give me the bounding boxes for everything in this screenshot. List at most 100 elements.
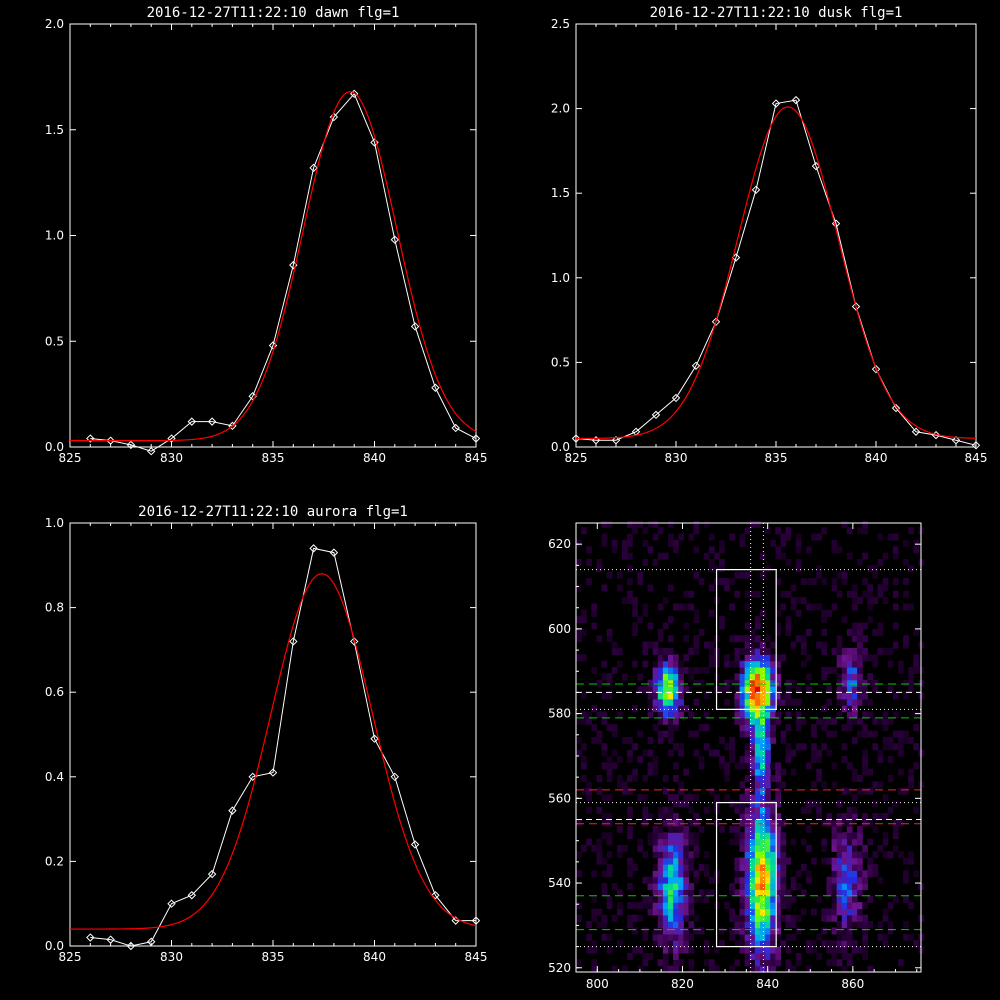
- heatmap-cell: [576, 635, 582, 643]
- heatmap-cell: [754, 705, 761, 713]
- heatmap-cell: [611, 965, 618, 973]
- heatmap-cell: [611, 914, 618, 922]
- x-tick-label-845: 845: [465, 950, 488, 964]
- heatmap-cell: [739, 705, 746, 713]
- heatmap-cell: [673, 711, 679, 719]
- heatmap-cell: [673, 800, 679, 808]
- heatmap-cell: [662, 895, 669, 903]
- heatmap-cell: [744, 959, 751, 967]
- heatmap-cell: [826, 749, 833, 757]
- heatmap-cell: [601, 819, 608, 827]
- heatmap-cell: [892, 825, 899, 833]
- heatmap-cell: [780, 768, 787, 776]
- heatmap-cell: [744, 590, 751, 598]
- heatmap-cell: [857, 660, 863, 668]
- heatmap-cell: [898, 667, 904, 674]
- heatmap-cell: [739, 863, 746, 871]
- heatmap-cell: [852, 876, 858, 884]
- heatmap-cell: [765, 832, 771, 840]
- heatmap-cell: [754, 590, 761, 598]
- heatmap-cell: [806, 673, 812, 681]
- heatmap-cell: [734, 762, 741, 770]
- heatmap-cell: [770, 883, 776, 891]
- heatmap-cell: [601, 813, 608, 821]
- heatmap-cell: [831, 946, 838, 954]
- heatmap-cell: [760, 965, 766, 973]
- heatmap-cell: [642, 952, 649, 960]
- heatmap-cell: [627, 902, 633, 910]
- heatmap-cell: [903, 876, 909, 884]
- heatmap-cell: [616, 755, 623, 763]
- heatmap-cell: [586, 717, 592, 725]
- heatmap-cell: [668, 857, 674, 865]
- heatmap-cell: [770, 673, 776, 681]
- heatmap-cell: [662, 552, 669, 560]
- heatmap-cell: [739, 660, 746, 668]
- heatmap-cell: [908, 679, 914, 687]
- heatmap-cell: [775, 863, 782, 871]
- heatmap-cell: [877, 749, 884, 757]
- heatmap-cell: [632, 597, 638, 605]
- dusk-data-series: [575, 99, 977, 446]
- heatmap-cell: [576, 539, 582, 547]
- heatmap-cell: [647, 622, 654, 630]
- heatmap-cell: [657, 851, 664, 859]
- heatmap-cell: [657, 806, 664, 814]
- dawn-data-point: [207, 417, 217, 426]
- heatmap-cell: [591, 667, 598, 674]
- heatmap-cell: [806, 870, 812, 878]
- y-tick-label-0.4: 0.4: [45, 770, 64, 784]
- heatmap-cell: [662, 946, 669, 954]
- heatmap-cell: [734, 654, 741, 662]
- heatmap-cell: [775, 578, 782, 586]
- heatmap-cell: [657, 825, 664, 833]
- dawn-data-series: [90, 92, 477, 452]
- heatmap-cell: [678, 863, 684, 871]
- heatmap-cell: [841, 902, 848, 910]
- heatmap-cell: [739, 908, 746, 916]
- heatmap-cell: [703, 667, 710, 674]
- heatmap-cell: [852, 946, 858, 954]
- heatmap-cell: [760, 717, 766, 725]
- heatmap-cell: [729, 736, 736, 744]
- heatmap-cell: [857, 622, 863, 630]
- heatmap-cell: [770, 927, 776, 935]
- heatmap-cell: [673, 927, 679, 935]
- heatmap-cell: [852, 895, 858, 903]
- heatmap-cell: [872, 730, 879, 738]
- heatmap-cell: [785, 743, 792, 751]
- heatmap-cell: [627, 775, 633, 782]
- heatmap-cell: [770, 902, 776, 910]
- x-tick-label-840: 840: [363, 950, 386, 964]
- heatmap-cell: [754, 692, 761, 700]
- y-tick-label-1.0: 1.0: [45, 516, 64, 530]
- heatmap-cell: [657, 876, 664, 884]
- heatmap-cell: [898, 660, 904, 668]
- heatmap-cell: [882, 940, 889, 948]
- heatmap-cell: [678, 705, 684, 713]
- heatmap-cell: [754, 914, 761, 922]
- heatmap-cell: [673, 724, 679, 732]
- heatmap-cell: [831, 832, 838, 840]
- heatmap-cell: [831, 667, 838, 674]
- heatmap-cell: [739, 889, 746, 897]
- heatmap-cell: [760, 946, 766, 954]
- heatmap-cell: [852, 628, 858, 636]
- heatmap-cell: [754, 781, 761, 789]
- heatmap-cell: [770, 813, 776, 821]
- heatmap-cell: [693, 794, 700, 802]
- heatmap-cell: [770, 539, 776, 547]
- dusk-data-point: [791, 95, 801, 105]
- heatmap-cell: [637, 844, 644, 852]
- heatmap-cell: [892, 622, 899, 630]
- heatmap-cell: [816, 641, 822, 649]
- heatmap-cell: [729, 755, 736, 763]
- heatmap-cell: [739, 781, 746, 789]
- heatmap-cell: [744, 819, 751, 827]
- heatmap-cell: [668, 660, 674, 668]
- heatmap-cell: [898, 787, 904, 795]
- heatmap-cell: [831, 838, 838, 846]
- heatmap-cell: [668, 921, 674, 929]
- heatmap-cell: [908, 527, 914, 535]
- heatmap-cell: [744, 806, 751, 814]
